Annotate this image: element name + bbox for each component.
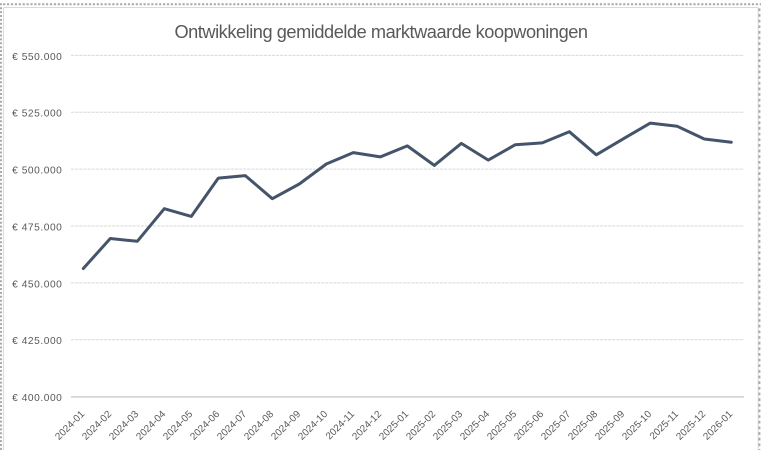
svg-text:2026-01: 2026-01 — [701, 409, 735, 443]
svg-text:€ 550.000: € 550.000 — [12, 52, 62, 63]
svg-text:€ 500.000: € 500.000 — [12, 166, 62, 177]
svg-text:€ 450.000: € 450.000 — [12, 279, 62, 290]
svg-text:€ 475.000: € 475.000 — [12, 223, 62, 234]
svg-text:€ 400.000: € 400.000 — [12, 393, 62, 404]
svg-text:2024-10: 2024-10 — [296, 409, 330, 443]
svg-text:€ 425.000: € 425.000 — [12, 336, 62, 347]
svg-text:€ 525.000: € 525.000 — [12, 109, 62, 120]
svg-text:Ontwikkeling gemiddelde marktw: Ontwikkeling gemiddelde marktwaarde koop… — [174, 22, 587, 42]
svg-text:2025-10: 2025-10 — [620, 409, 654, 443]
